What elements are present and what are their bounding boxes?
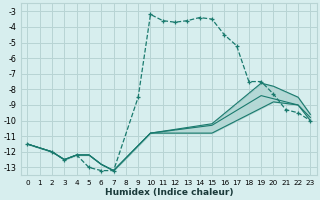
X-axis label: Humidex (Indice chaleur): Humidex (Indice chaleur) <box>105 188 233 197</box>
